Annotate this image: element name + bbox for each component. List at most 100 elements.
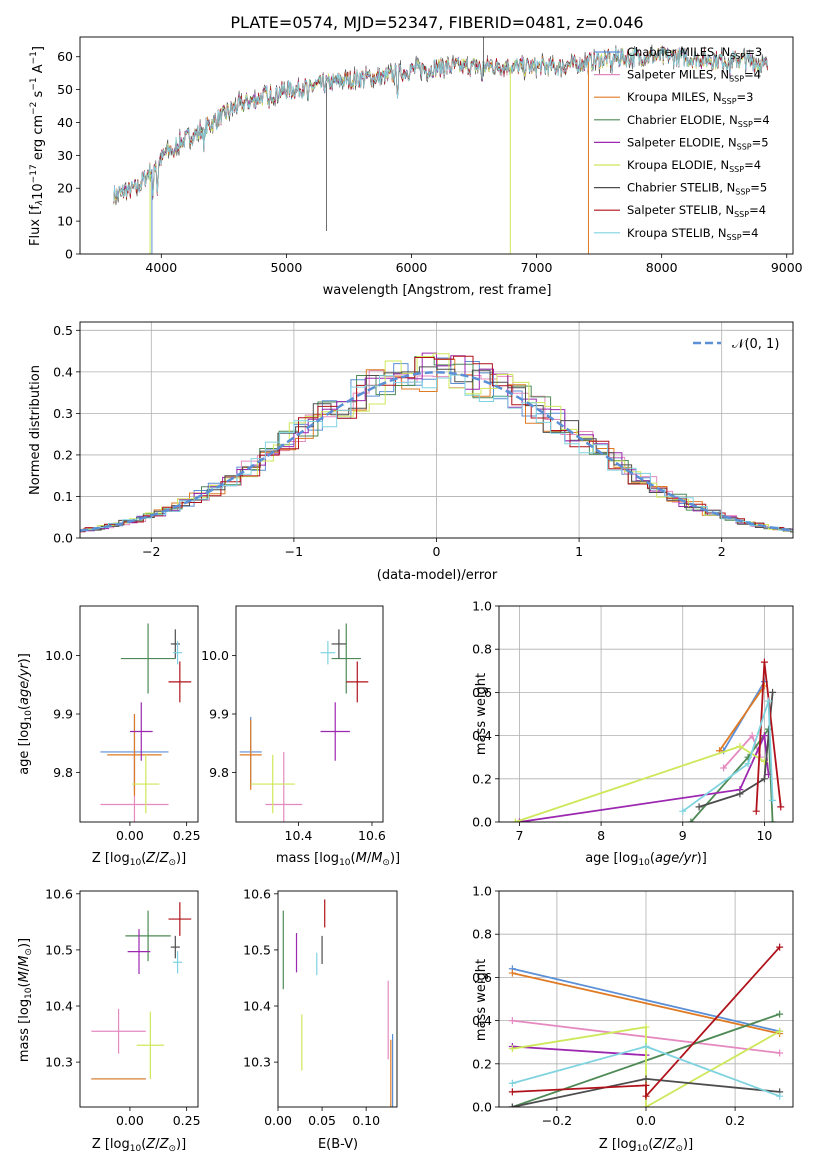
x-axis-label-part: M	[356, 851, 367, 866]
legend-count: =5	[752, 135, 769, 149]
plot-area	[80, 352, 793, 533]
x-axis-label-part: (	[351, 851, 356, 866]
legend-series-name: Salpeter STELIB, N	[627, 203, 734, 217]
y-axis-label-part: A	[31, 64, 46, 77]
x-axis-label: age [log10(age/yr)]	[585, 851, 707, 868]
x-tick-label: 9000	[771, 260, 803, 275]
x-tick-label: 8000	[646, 260, 678, 275]
mass-weight-marker	[776, 1049, 784, 1057]
mass-weight-marker	[511, 818, 519, 822]
y-axis-label-part: s	[31, 90, 46, 101]
residuals-panel: −2 −1 0 1 2 0.0 0.1 0.2 0.3 0.4 0.5 𝒩(0, 1) (data-mo…	[28, 321, 794, 583]
mass-weight-marker	[642, 1081, 650, 1089]
y-axis-label-part: )]	[17, 938, 32, 948]
x-axis-label-part: (	[141, 1137, 146, 1152]
x-axis-label-part: mass [log	[276, 851, 339, 866]
x-axis-label-part: 10	[130, 858, 142, 868]
y-axis-label-part: mass [log	[17, 999, 32, 1062]
axes-frame	[79, 36, 794, 255]
mass-weight-marker	[760, 658, 768, 666]
y-axis-label: mass weight	[474, 673, 489, 755]
x-tick-label: 9	[679, 828, 687, 843]
x-axis-label-part: ⊙	[168, 858, 176, 868]
x-axis-label: Z [log10(Z/Z⊙)]	[92, 851, 186, 868]
legend-series-name: Kroupa STELIB, N	[627, 226, 727, 240]
x-tick-label: 0.25	[173, 1113, 201, 1128]
mass-weight-marker	[695, 803, 703, 811]
y-axis-label-part: λ	[35, 200, 45, 206]
legend-subscript: SSP	[727, 233, 742, 242]
legend-entry-label: Kroupa MILES, NSSP=3	[627, 90, 753, 106]
x-axis-label-part: )]	[697, 851, 707, 866]
axes-frame	[235, 605, 384, 823]
mass-weight-marker	[776, 1092, 784, 1100]
x-tick-label: 10	[756, 828, 772, 843]
x-axis-label: mass [log10(M/M⊙)]	[276, 851, 400, 868]
x-axis-label-part: ⊙	[168, 1144, 176, 1154]
legend-subscript: SSP	[738, 120, 753, 129]
x-tick-label: 0.00	[264, 1113, 292, 1128]
y-tick-label: 10.3	[243, 1055, 271, 1070]
legend-entry-label: Chabrier STELIB, NSSP=5	[627, 181, 767, 197]
x-axis-label-part: 10	[339, 858, 351, 868]
mass-weight-line	[718, 685, 766, 752]
axes-frame	[79, 605, 199, 823]
mass-weight-line	[682, 700, 774, 812]
y-axis-label-part: ]	[31, 46, 46, 51]
x-axis-label-part: Z [log	[92, 1137, 130, 1152]
y-tick-label: 50	[57, 82, 73, 97]
mass-weight-marker	[508, 969, 516, 977]
x-tick-label: 4000	[145, 260, 177, 275]
x-tick-label: 2	[718, 544, 726, 559]
mass-weight-marker	[687, 818, 695, 822]
x-axis-label: Z [log10(Z/Z⊙)]	[92, 1137, 186, 1154]
y-tick-label: 10.6	[243, 886, 271, 901]
x-axis-label-part: Z [log	[92, 851, 130, 866]
y-axis-label: mass [log10(M/M⊙)]	[17, 938, 34, 1062]
y-tick-label: 0.0	[472, 1100, 492, 1115]
x-axis-label-part: Z	[159, 1137, 170, 1152]
y-tick-label: 10.0	[201, 648, 229, 663]
y-axis-label-part: age [log	[17, 722, 32, 775]
mass-weight-marker	[776, 943, 784, 951]
y-axis-label: Normed distribution	[28, 365, 43, 495]
legend-subscript: SSP	[737, 142, 752, 151]
y-axis-label-part: age/yr	[17, 662, 32, 705]
legend-subscript: SSP	[729, 165, 744, 174]
y-axis-label-part: M	[17, 971, 32, 982]
y-tick-label: 20	[57, 181, 73, 196]
y-axis-label-part: (	[17, 705, 32, 710]
y-tick-label: 0.5	[53, 323, 73, 338]
y-tick-label: 10.4	[243, 999, 271, 1014]
legend-entry-label: Chabrier MILES, NSSP=3	[627, 45, 762, 61]
legend-count: =4	[749, 203, 766, 217]
axes-frame	[79, 321, 794, 539]
mass-weight-marker	[642, 1043, 650, 1051]
x-tick-label: 0.25	[173, 828, 201, 843]
mass-weight-marker	[508, 1017, 516, 1025]
y-axis-label: mass weight	[474, 959, 489, 1041]
y-axis-label-part: /	[17, 966, 32, 971]
mass-weight-line	[512, 967, 780, 1033]
mass-weight-marker	[720, 764, 728, 772]
y-tick-label: 9.8	[209, 765, 229, 780]
legend-count: =4	[744, 158, 761, 172]
plot-area	[511, 658, 785, 822]
y-axis-label-part: (	[17, 982, 32, 987]
x-axis-label: Z [log10(Z/Z⊙)]	[599, 1137, 693, 1154]
y-tick-label: 30	[57, 148, 73, 163]
legend-series-name: Salpeter MILES, N	[627, 68, 729, 82]
x-axis-label-part: age/yr	[655, 851, 698, 866]
legend-series-name: Kroupa MILES, N	[627, 90, 722, 104]
x-tick-label: 7000	[521, 260, 553, 275]
x-axis-label-part: 10	[637, 1144, 649, 1154]
mass-weight-marker	[776, 1027, 784, 1035]
axes-frame	[79, 890, 199, 1108]
y-tick-label: 0.0	[472, 815, 492, 830]
spectrum-panel: 4000 5000 6000 7000 8000 9000 0 10 20 30 40 50 60 wav…	[28, 36, 803, 298]
x-tick-label: 0.05	[308, 1113, 336, 1128]
mass-weight-marker	[752, 807, 760, 815]
y-tick-label: 0.2	[472, 771, 492, 786]
mass-weight-line	[698, 692, 774, 808]
mass-weight-marker	[642, 1092, 650, 1100]
